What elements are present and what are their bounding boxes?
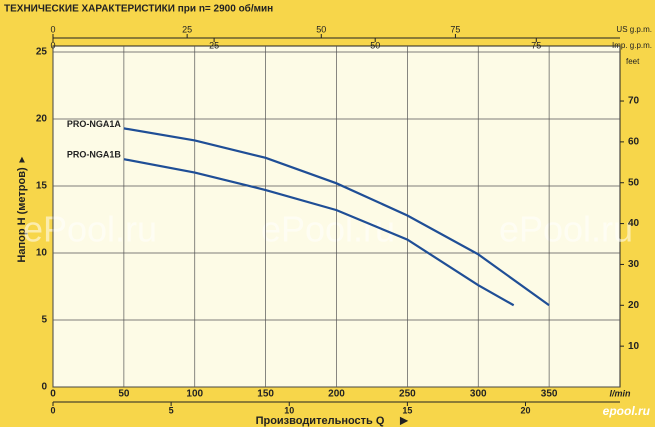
x-tick-label: 100	[186, 389, 203, 400]
top-tick-label: 25	[209, 40, 219, 50]
bottom-tick-label: 0	[50, 405, 55, 415]
x-unit: l/min	[609, 388, 631, 398]
bottom-tick-label: 10	[284, 405, 294, 415]
logo: epool.ru	[603, 404, 651, 418]
y-tick-label: 0	[41, 382, 47, 393]
x-tick-label: 300	[470, 389, 487, 400]
y-tick-label: 15	[36, 181, 48, 192]
x-tick-label: 50	[118, 389, 130, 400]
watermark: ePool.ru	[23, 209, 157, 250]
y2-tick-label: 40	[628, 218, 640, 229]
y2-tick-label: 60	[628, 137, 640, 148]
bottom-tick-label: 15	[402, 405, 412, 415]
top-tick-label: 50	[316, 24, 326, 34]
y-tick-label: 10	[36, 248, 48, 259]
y2-tick-label: 70	[628, 96, 640, 107]
top-tick-label: 0	[50, 40, 55, 50]
y-axis-label: Напор H (метров)	[16, 167, 28, 263]
x-tick-label: 0	[50, 389, 56, 400]
top-tick-label: 25	[182, 24, 192, 34]
chart-title: ТЕХНИЧЕСКИЕ ХАРАКТЕРИСТИКИ при n= 2900 о…	[4, 3, 273, 15]
x-tick-label: 250	[399, 389, 416, 400]
y2-tick-label: 20	[628, 300, 640, 311]
y2-tick-label: 10	[628, 341, 640, 352]
curve	[123, 158, 515, 307]
x-tick-label: 200	[328, 389, 345, 400]
top-tick-label: 75	[531, 40, 541, 50]
y-tick-label: 20	[36, 114, 48, 125]
y-tick-label: 25	[36, 47, 48, 58]
y2-unit: feet	[626, 57, 640, 66]
top-tick-label: 75	[450, 24, 460, 34]
curve	[123, 127, 550, 307]
series-label: PRO-NGA1A	[67, 119, 122, 129]
x-tick-label: 350	[541, 389, 558, 400]
watermark: ePool.ru	[499, 209, 633, 250]
top-axis-unit: Imp. g.p.m.	[612, 41, 652, 50]
series-label: PRO-NGA1B	[67, 150, 122, 160]
top-tick-label: 0	[50, 24, 55, 34]
y-tick-label: 5	[41, 315, 47, 326]
top-tick-label: 50	[370, 40, 380, 50]
watermark: ePool.ru	[261, 209, 395, 250]
x-tick-label: 150	[257, 389, 274, 400]
x-arrow: ▶	[399, 416, 409, 427]
top-axis-unit: US g.p.m.	[616, 25, 652, 34]
x-axis-label: Производительность Q	[256, 415, 385, 427]
bottom-tick-label: 20	[520, 405, 530, 415]
y2-tick-label: 30	[628, 259, 640, 270]
bottom-tick-label: 5	[169, 405, 174, 415]
y2-tick-label: 50	[628, 177, 640, 188]
y-arrow: ▲	[17, 155, 27, 166]
